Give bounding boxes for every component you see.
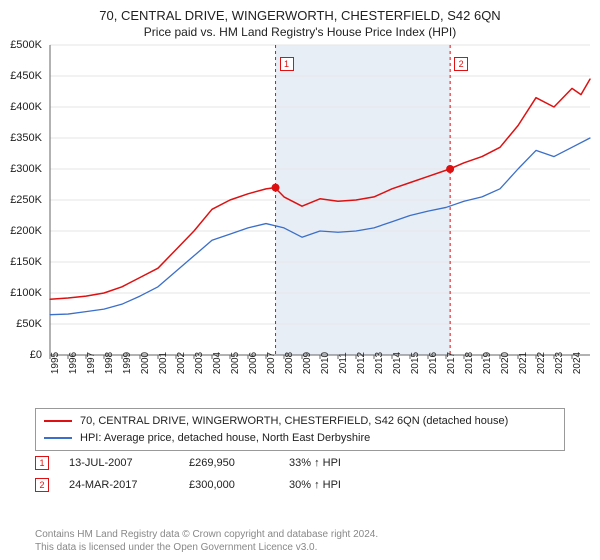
sale-delta: 30% ↑ HPI	[289, 479, 389, 491]
y-tick-label: £500K	[0, 39, 42, 51]
x-tick-label: 2002	[176, 352, 187, 374]
page-container: 70, CENTRAL DRIVE, WINGERWORTH, CHESTERF…	[0, 0, 600, 560]
legend-row: HPI: Average price, detached house, Nort…	[44, 430, 556, 447]
sale-price: £300,000	[189, 479, 269, 491]
y-tick-label: £250K	[0, 194, 42, 206]
x-tick-label: 2013	[374, 352, 385, 374]
x-tick-label: 2024	[572, 352, 583, 374]
x-tick-label: 2005	[230, 352, 241, 374]
sale-date: 13-JUL-2007	[69, 457, 169, 469]
sale-marker-icon: 1	[35, 456, 49, 470]
x-tick-label: 2018	[464, 352, 475, 374]
sale-row: 2 24-MAR-2017 £300,000 30% ↑ HPI	[35, 474, 565, 496]
chart-svg	[0, 40, 600, 400]
x-tick-label: 2008	[284, 352, 295, 374]
footer-licence: This data is licensed under the Open Gov…	[35, 541, 378, 554]
y-tick-label: £150K	[0, 256, 42, 268]
x-tick-label: 2021	[518, 352, 529, 374]
x-tick-label: 2023	[554, 352, 565, 374]
footer-copyright: Contains HM Land Registry data © Crown c…	[35, 528, 378, 541]
legend-row: 70, CENTRAL DRIVE, WINGERWORTH, CHESTERF…	[44, 413, 556, 430]
y-tick-label: £100K	[0, 287, 42, 299]
x-tick-label: 2022	[536, 352, 547, 374]
x-tick-label: 2011	[338, 352, 349, 374]
x-tick-label: 1997	[86, 352, 97, 374]
legend-swatch	[44, 437, 72, 439]
sale-delta: 33% ↑ HPI	[289, 457, 389, 469]
sale-marker-icon: 2	[454, 57, 468, 71]
footer: Contains HM Land Registry data © Crown c…	[35, 528, 378, 554]
y-tick-label: £300K	[0, 163, 42, 175]
y-tick-label: £200K	[0, 225, 42, 237]
y-tick-label: £0	[0, 349, 42, 361]
x-tick-label: 2007	[266, 352, 277, 374]
y-tick-label: £350K	[0, 132, 42, 144]
chart: £0 £50K £100K £150K £200K £250K £300K £350K £400…	[0, 40, 600, 400]
sale-row: 1 13-JUL-2007 £269,950 33% ↑ HPI	[35, 452, 565, 474]
y-tick-label: £50K	[0, 318, 42, 330]
x-tick-label: 2015	[410, 352, 421, 374]
x-tick-label: 2010	[320, 352, 331, 374]
titles: 70, CENTRAL DRIVE, WINGERWORTH, CHESTERF…	[0, 0, 600, 39]
x-tick-label: 2019	[482, 352, 493, 374]
sale-date: 24-MAR-2017	[69, 479, 169, 491]
sales-table: 1 13-JUL-2007 £269,950 33% ↑ HPI 2 24-MA…	[35, 452, 565, 496]
x-tick-label: 2001	[158, 352, 169, 374]
y-tick-label: £400K	[0, 101, 42, 113]
x-tick-label: 1998	[104, 352, 115, 374]
x-tick-label: 1999	[122, 352, 133, 374]
x-tick-label: 2004	[212, 352, 223, 374]
x-tick-label: 2014	[392, 352, 403, 374]
sale-marker-icon: 1	[280, 57, 294, 71]
y-tick-label: £450K	[0, 70, 42, 82]
title-subtitle: Price paid vs. HM Land Registry's House …	[0, 25, 600, 39]
title-address: 70, CENTRAL DRIVE, WINGERWORTH, CHESTERF…	[0, 8, 600, 23]
x-tick-label: 2000	[140, 352, 151, 374]
legend-swatch	[44, 420, 72, 422]
sale-marker-icon: 2	[35, 478, 49, 492]
legend: 70, CENTRAL DRIVE, WINGERWORTH, CHESTERF…	[35, 408, 565, 451]
x-tick-label: 1995	[50, 352, 61, 374]
sale-price: £269,950	[189, 457, 269, 469]
x-tick-label: 2020	[500, 352, 511, 374]
x-tick-label: 2009	[302, 352, 313, 374]
x-tick-label: 2006	[248, 352, 259, 374]
x-tick-label: 2016	[428, 352, 439, 374]
x-tick-label: 1996	[68, 352, 79, 374]
legend-label: HPI: Average price, detached house, Nort…	[80, 430, 370, 447]
x-tick-label: 2012	[356, 352, 367, 374]
x-tick-label: 2017	[446, 352, 457, 374]
x-tick-label: 2003	[194, 352, 205, 374]
legend-label: 70, CENTRAL DRIVE, WINGERWORTH, CHESTERF…	[80, 413, 508, 430]
